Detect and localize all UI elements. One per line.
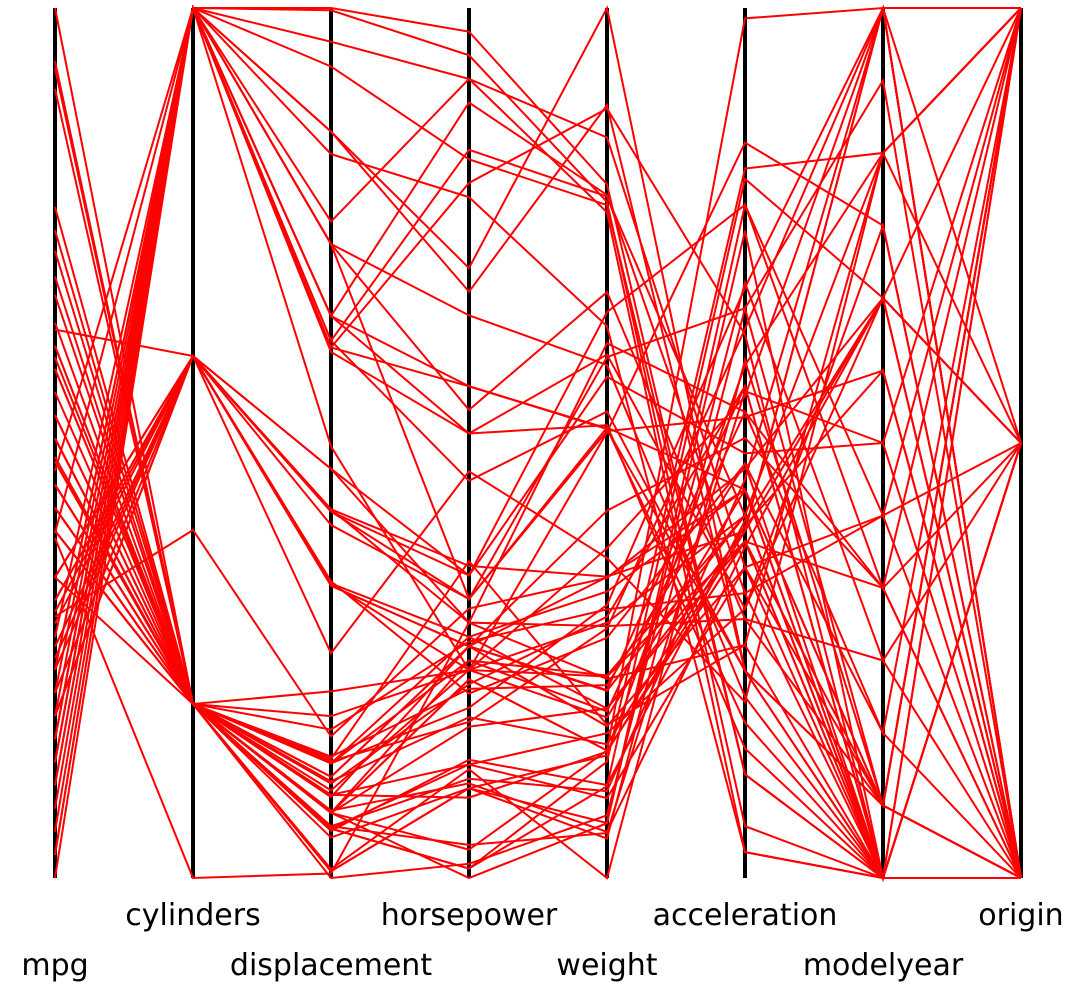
data-line bbox=[54, 7, 1022, 839]
data-line bbox=[54, 383, 1022, 882]
data-line bbox=[54, 383, 1022, 882]
axis-label: weight bbox=[556, 948, 657, 983]
data-line bbox=[54, 7, 1022, 879]
data-line bbox=[54, 7, 1022, 731]
data-line bbox=[54, 4, 1022, 879]
data-line bbox=[54, 353, 1022, 879]
axis-label: origin bbox=[978, 898, 1063, 933]
data-line bbox=[54, 368, 1022, 879]
data-line bbox=[54, 5, 1021, 879]
data-line bbox=[54, 5, 1022, 879]
data-line bbox=[54, 4, 1022, 879]
data-line bbox=[54, 4, 1021, 879]
axis-label: displacement bbox=[230, 948, 432, 983]
axis-label: acceleration bbox=[653, 898, 838, 933]
axis-label: mpg bbox=[21, 948, 88, 983]
data-line bbox=[54, 7, 1022, 879]
data-line bbox=[54, 5, 1021, 879]
data-line bbox=[54, 7, 1022, 880]
axis-label: modelyear bbox=[803, 948, 964, 983]
axis-label: horsepower bbox=[381, 898, 558, 933]
data-line bbox=[54, 7, 1022, 704]
axis-label: cylinders bbox=[125, 898, 260, 933]
data-line bbox=[54, 354, 1022, 879]
data-line bbox=[54, 6, 1022, 851]
data-line bbox=[54, 7, 1021, 828]
data-line bbox=[54, 5, 1022, 879]
data-line bbox=[54, 296, 1022, 738]
